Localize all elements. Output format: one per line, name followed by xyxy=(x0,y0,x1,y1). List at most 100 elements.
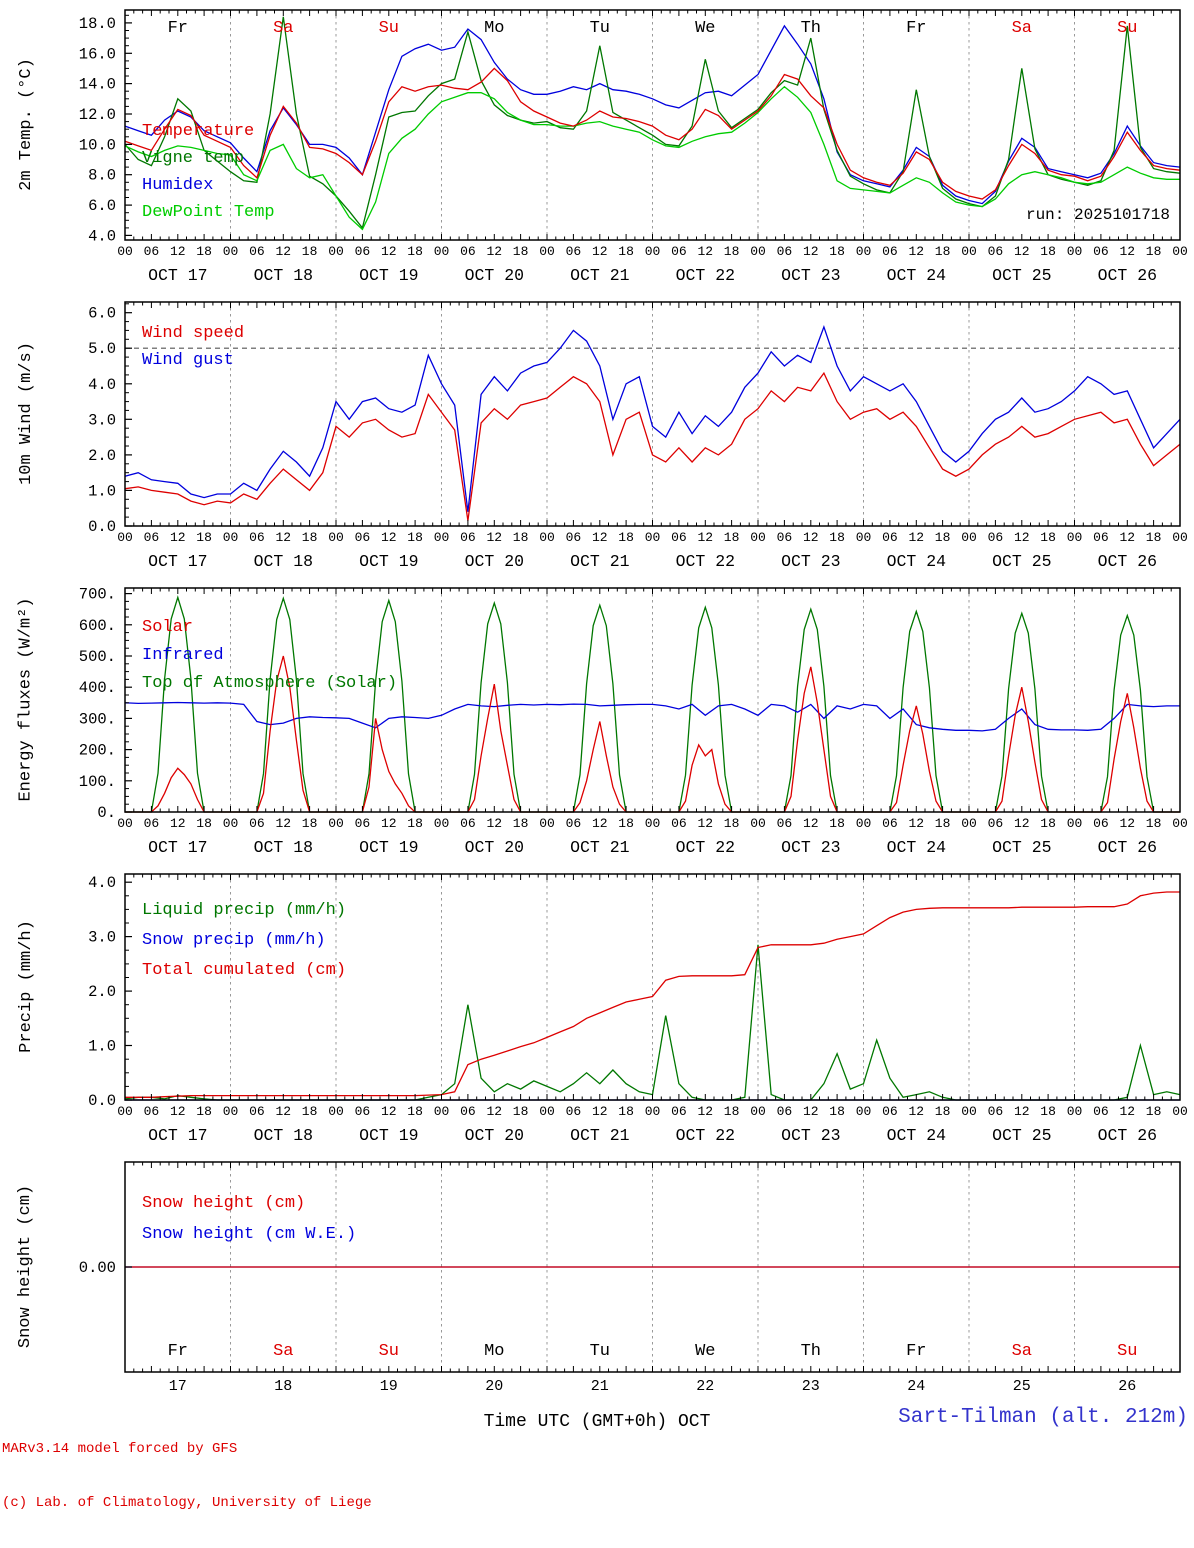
x-hour-label: 18 xyxy=(723,1104,740,1119)
panel-wind: 10m Wind (m/s) 0.0 1.0 2.0 3.0 4.0 5.0 6.0 Wind … xyxy=(0,298,1194,536)
x-hour-label: 06 xyxy=(354,530,371,545)
x-day-label: OCT 19 xyxy=(359,1126,419,1145)
panel-precip: Precip (mm/h) 0.0 1.0 2.0 3.0 4.0 Liquid preci… xyxy=(0,870,1194,1110)
x-hour-label: 06 xyxy=(776,1104,793,1119)
legend-wind-gust: Wind gust xyxy=(142,351,234,370)
x-day-label: OCT 23 xyxy=(781,552,841,571)
x-hour-label: 18 xyxy=(1040,530,1056,545)
x-hour-label: 00 xyxy=(644,816,661,831)
day-of-week-label: Mo xyxy=(484,19,505,38)
x-hour-label: 12 xyxy=(486,1104,503,1119)
y-tick-label: 4.0 xyxy=(88,874,116,892)
x-hour-label: 00 xyxy=(1066,816,1083,831)
x-hour-label: 18 xyxy=(1040,1104,1056,1119)
x-hour-label: 12 xyxy=(275,244,292,259)
x-hour-label: 06 xyxy=(354,1104,371,1119)
plot-energy: 0. 100. 200. 300. 400. 500. 600. 700. xyxy=(79,586,1181,822)
x-day-number: 23 xyxy=(801,1378,820,1395)
x-hour-label: 00 xyxy=(117,816,133,831)
legend-snow: Snow height (cm) Snow height (cm W.E.) xyxy=(142,1188,356,1250)
x-hour-label: 00 xyxy=(961,816,977,831)
x-day-label: OCT 25 xyxy=(992,838,1052,857)
x-hour-label: 06 xyxy=(249,530,265,545)
x-hour-label: 00 xyxy=(644,244,661,259)
x-day-label: OCT 18 xyxy=(253,1126,314,1145)
x-hour-label: 00 xyxy=(1066,1104,1083,1119)
x-hour-label: 00 xyxy=(433,816,450,831)
y-tick-label: 6.0 xyxy=(88,305,116,323)
x-hour-label: 12 xyxy=(802,816,819,831)
day-of-week-label: Su xyxy=(1117,1342,1138,1361)
x-day-number: 19 xyxy=(379,1378,398,1395)
y-tick-label: 400. xyxy=(79,679,116,697)
run-label: run: 2025101718 xyxy=(1025,206,1170,224)
series-vigne-temp xyxy=(124,16,1181,230)
x-hour-label: 06 xyxy=(354,816,371,831)
x-hour-label: 00 xyxy=(117,530,133,545)
x-hour-label: 00 xyxy=(644,530,661,545)
day-of-week-label: Su xyxy=(378,19,399,38)
x-hour-label: 18 xyxy=(301,1104,318,1119)
x-hour-label: 06 xyxy=(460,1104,476,1119)
x-day-label: OCT 25 xyxy=(992,1126,1052,1145)
x-day-label: OCT 20 xyxy=(464,1126,525,1145)
x-hour-label: 18 xyxy=(196,1104,212,1119)
x-hour-label: 00 xyxy=(539,1104,555,1119)
x-hour-label: 00 xyxy=(855,1104,872,1119)
x-day-number: 22 xyxy=(696,1378,715,1395)
day-of-week-label: Tu xyxy=(589,19,610,38)
x-hour-label: 00 xyxy=(961,244,977,259)
day-of-week-label: Sa xyxy=(273,1342,294,1361)
x-hour-label: 00 xyxy=(1172,816,1188,831)
x-hour-label: 12 xyxy=(591,530,608,545)
legend-temperature: Temperature Vigne temp Humidex DewPoint Tem… xyxy=(142,118,275,226)
y-tick-label: 0. xyxy=(97,804,116,822)
x-hour-label: 12 xyxy=(275,1104,292,1119)
legend-snow-height-cm-w-e: Snow height (cm W.E.) xyxy=(142,1225,357,1244)
x-day-label: OCT 17 xyxy=(148,838,208,857)
x-hour-label: 00 xyxy=(1066,244,1083,259)
x-hour-label: 06 xyxy=(671,530,687,545)
day-of-week-label: Fr xyxy=(167,1342,188,1361)
x-hour-label: 18 xyxy=(618,244,634,259)
meteogram-chart: 2m Temp. (°C) 4.0 6.0 8.0 10.0 12.0 14.0 16.0 18… xyxy=(0,6,1194,1402)
x-hour-label: 06 xyxy=(987,244,1004,259)
y-tick-label: 12.0 xyxy=(79,106,116,124)
y-tick-label: 500. xyxy=(79,648,116,666)
y-tick-label: 4.0 xyxy=(88,227,116,245)
x-hour-label: 18 xyxy=(1145,816,1162,831)
x-hour-label: 06 xyxy=(671,244,687,259)
x-day-number: 25 xyxy=(1012,1378,1031,1395)
x-day-label: OCT 26 xyxy=(1097,838,1158,857)
x-hour-label: 06 xyxy=(987,1104,1004,1119)
x-hour-label: 12 xyxy=(1119,530,1136,545)
x-axis-title: Time UTC (GMT+0h) OCT xyxy=(483,1412,711,1432)
y-tick-label: 6.0 xyxy=(88,197,116,215)
x-hour-label: 12 xyxy=(1013,1104,1030,1119)
x-hour-label: 18 xyxy=(723,816,740,831)
plot-border xyxy=(124,301,1181,527)
x-hour-label: 00 xyxy=(1172,1104,1188,1119)
x-day-label: OCT 26 xyxy=(1097,266,1158,285)
series-temperature xyxy=(124,67,1181,200)
x-hour-label: 18 xyxy=(407,244,423,259)
plot-wind: 0.0 1.0 2.0 3.0 4.0 5.0 6.0 xyxy=(88,301,1181,536)
series-dewpoint-temp xyxy=(124,85,1180,231)
x-hour-label: 06 xyxy=(776,530,793,545)
series-wind-speed xyxy=(124,371,1181,521)
x-hour-label: 18 xyxy=(512,530,529,545)
y-tick-label: 18.0 xyxy=(79,15,116,33)
x-hour-label: 12 xyxy=(908,816,925,831)
legend-total-cumulated-cm: Total cumulated (cm) xyxy=(142,961,347,980)
x-day-label: OCT 18 xyxy=(253,838,314,857)
day-of-week-label: Sa xyxy=(1011,19,1032,38)
series-total-cumulated xyxy=(125,891,1180,1098)
x-hour-label: 06 xyxy=(460,530,476,545)
x-hour-label: 18 xyxy=(301,530,318,545)
x-hour-label: 12 xyxy=(380,244,397,259)
x-axis-day-numbers: 17 18 19 20 21 22 23 24 25 26 xyxy=(0,1374,1194,1402)
plot-snow: 0.00 xyxy=(79,1161,1181,1373)
x-day-label: OCT 19 xyxy=(359,552,419,571)
model-credit-line2: (c) Lab. of Climatology, University of L… xyxy=(2,1495,372,1511)
x-hour-label: 00 xyxy=(1172,244,1188,259)
